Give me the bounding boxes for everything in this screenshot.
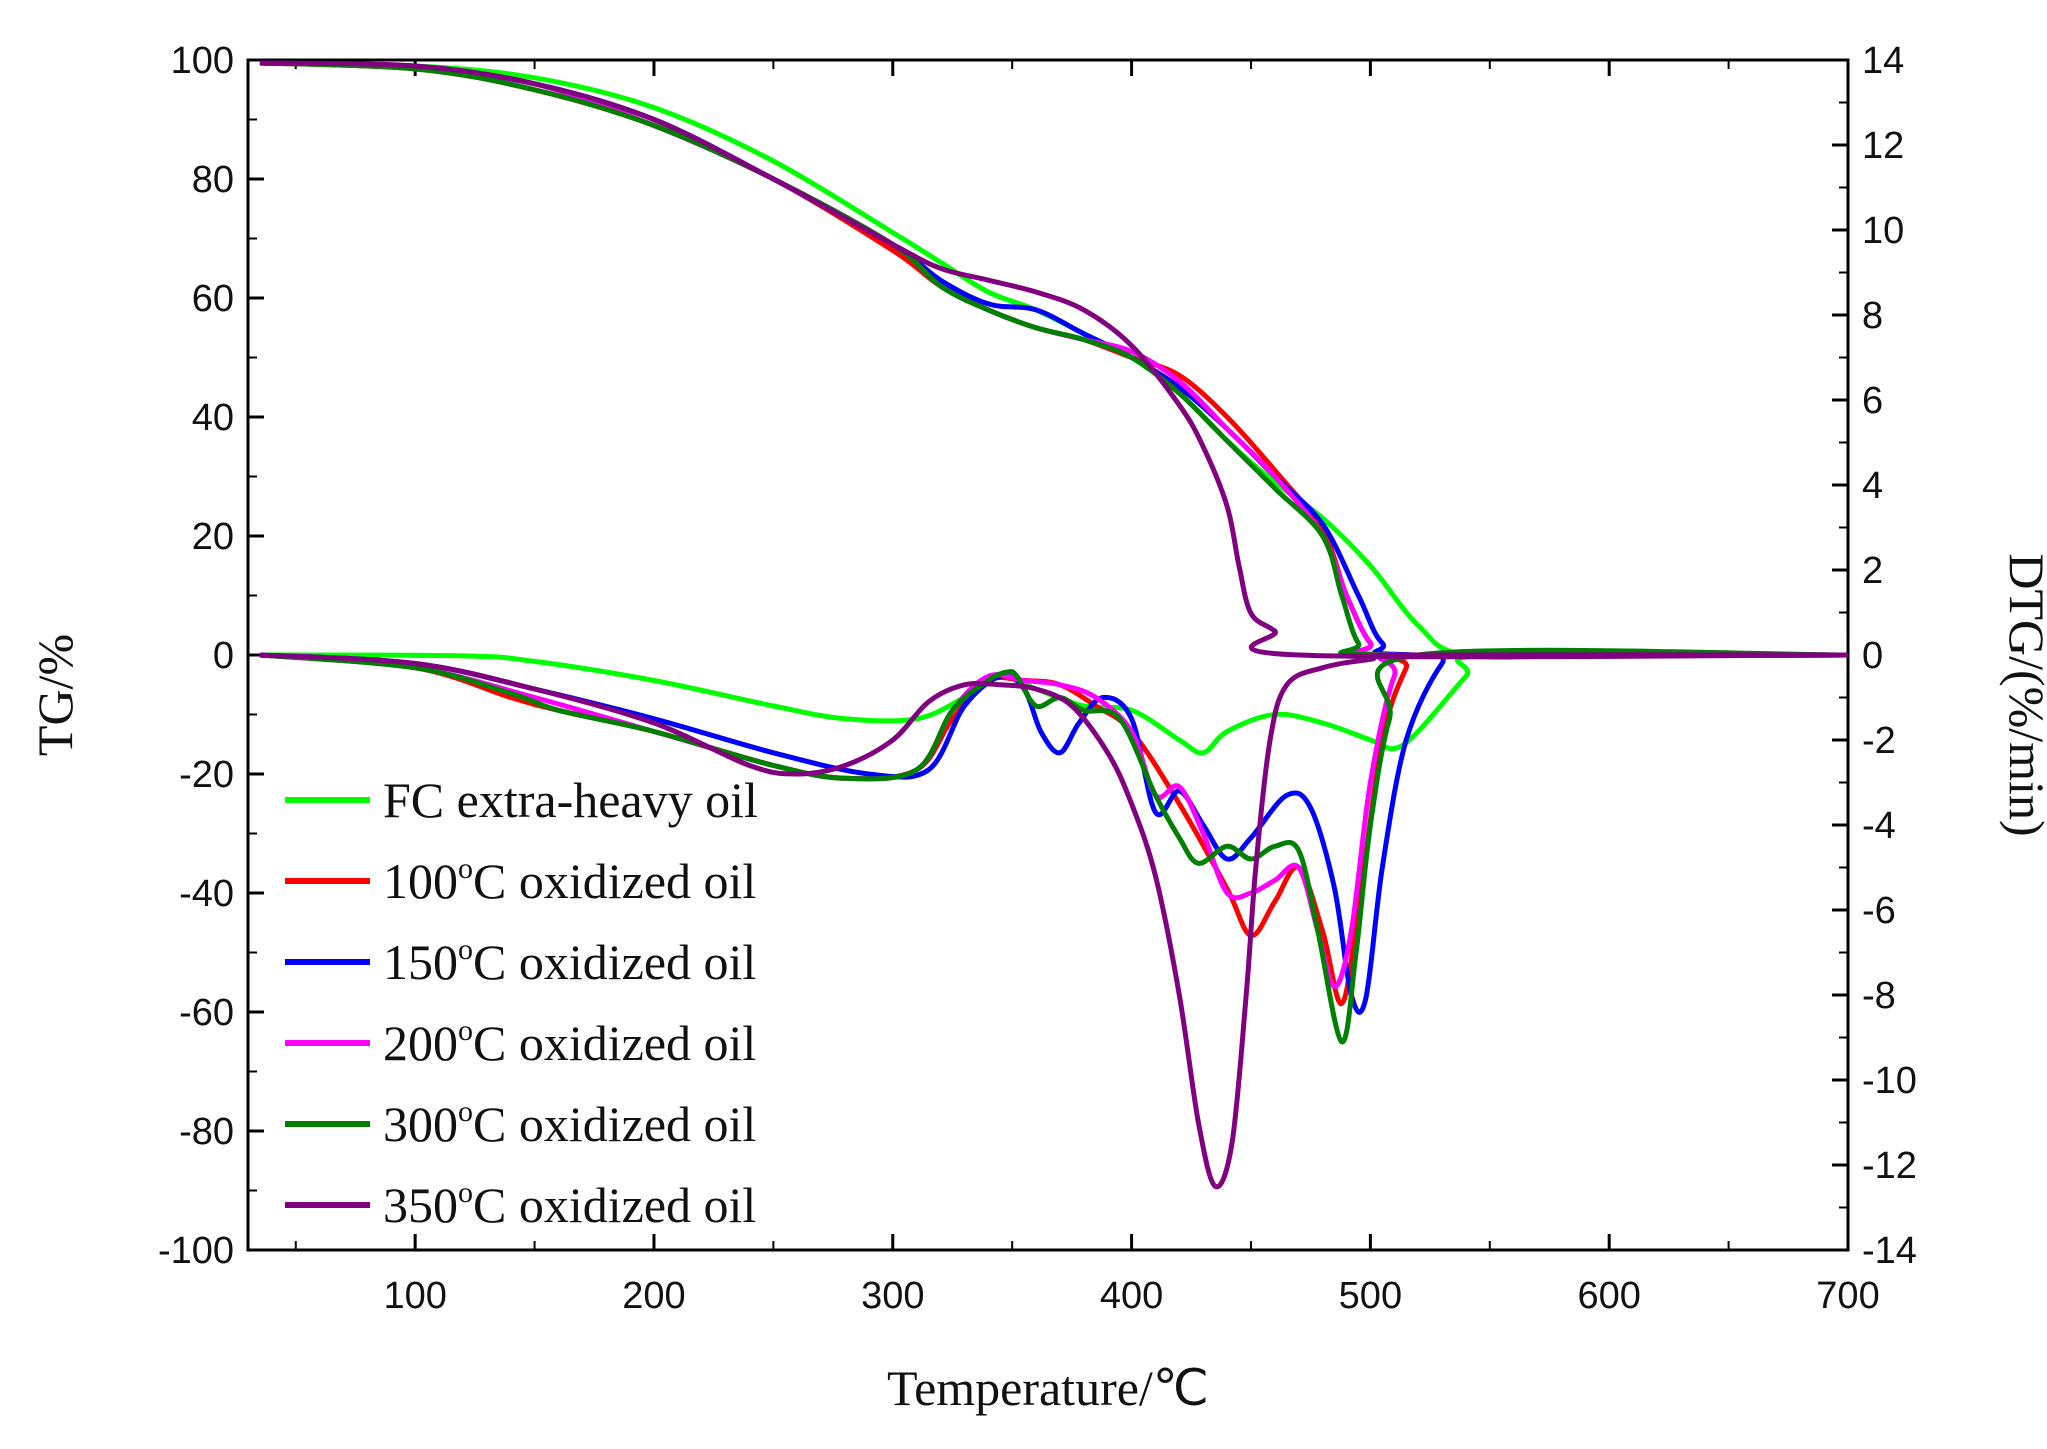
y-left-tick-label: 40 [192,397,234,439]
legend-label-prefix: FC extra-heavy oil [383,772,758,828]
legend-label-suffix: C oxidized oil [473,1177,756,1233]
legend-label-prefix: 150 [383,934,458,990]
legend-label: FC extra-heavy oil [383,772,758,828]
y-right-tick-label: -10 [1862,1060,1917,1102]
series-4-tg-line [259,60,1849,659]
legend-label-suffix: C oxidized oil [473,934,756,990]
legend-label-suffix: C oxidized oil [473,853,756,909]
legend-label-degree: o [458,1014,473,1047]
y-axis-title-right: DTG/(%/min) [1999,553,2047,836]
legend-label: 300oC oxidized oil [383,1095,756,1152]
series-2-tg-line [259,60,1849,659]
series-lines [259,60,1849,1190]
legend-label-degree: o [458,1095,473,1128]
y-right-tick-label: -14 [1862,1230,1917,1272]
x-tick-label: 600 [1577,1275,1640,1317]
legend-label: 100oC oxidized oil [383,852,756,909]
series-4-dtg-line [259,647,1849,1045]
series-0-dtg-line [259,650,1849,756]
y-right-tick-label: 6 [1862,380,1883,422]
legend-label-prefix: 350 [383,1177,458,1233]
y-right-tick-label: -6 [1862,890,1896,932]
series-2-dtg-line [259,651,1849,1015]
y-left-tick-label: 20 [192,516,234,558]
series-5-tg-line [259,60,1849,660]
axis-ticks [248,58,1850,1252]
x-tick-label: 400 [1100,1275,1163,1317]
y-left-tick-label: 100 [171,40,234,82]
x-tick-label: 700 [1816,1275,1879,1317]
legend-label-degree: o [458,1176,473,1209]
legend-label-prefix: 200 [383,1015,458,1071]
x-axis-title: Temperature/℃ [887,1360,1209,1416]
legend-label: 150oC oxidized oil [383,933,756,990]
y-axis-title-left: TG/% [27,634,83,756]
y-right-tick-label: -8 [1862,975,1896,1017]
y-left-tick-label: -60 [179,992,234,1034]
y-left-tick-label: -80 [179,1111,234,1153]
y-left-tick-label: 80 [192,159,234,201]
y-right-tick-label: -2 [1862,720,1896,762]
y-right-tick-label: 10 [1862,210,1904,252]
series-3-tg-line [259,60,1849,659]
y-left-tick-label: -100 [158,1230,234,1272]
legend-label-prefix: 300 [383,1096,458,1152]
series-5-dtg-line [259,652,1849,1190]
legend-label: 200oC oxidized oil [383,1014,756,1071]
x-tick-label: 500 [1339,1275,1402,1317]
legend-label-suffix: C oxidized oil [473,1015,756,1071]
y-right-tick-label: 8 [1862,295,1883,337]
y-left-tick-label: 0 [213,635,234,677]
legend-label-suffix: C oxidized oil [473,1096,756,1152]
legend-label: 350oC oxidized oil [383,1176,756,1233]
y-left-tick-label: -20 [179,754,234,796]
x-tick-label: 300 [861,1275,924,1317]
y-right-tick-label: -12 [1862,1145,1917,1187]
legend-label-prefix: 100 [383,853,458,909]
legend-label-degree: o [458,852,473,885]
y-right-tick-label: 14 [1862,40,1904,82]
tick-labels: 100 200 300 400 500 600 700100806040200-20-40-… [158,40,1917,1317]
y-right-tick-label: -4 [1862,805,1896,847]
y-right-tick-label: 2 [1862,550,1883,592]
x-tick-label: 100 [383,1275,446,1317]
series-1-tg-line [259,60,1849,659]
y-right-tick-label: 12 [1862,125,1904,167]
y-left-tick-label: 60 [192,278,234,320]
series-0-tg-line [259,60,1848,660]
y-right-tick-label: 0 [1862,635,1883,677]
y-right-tick-label: 4 [1862,465,1883,507]
x-tick-label: 200 [622,1275,685,1317]
legend-label-degree: o [458,933,473,966]
y-left-tick-label: -40 [179,873,234,915]
